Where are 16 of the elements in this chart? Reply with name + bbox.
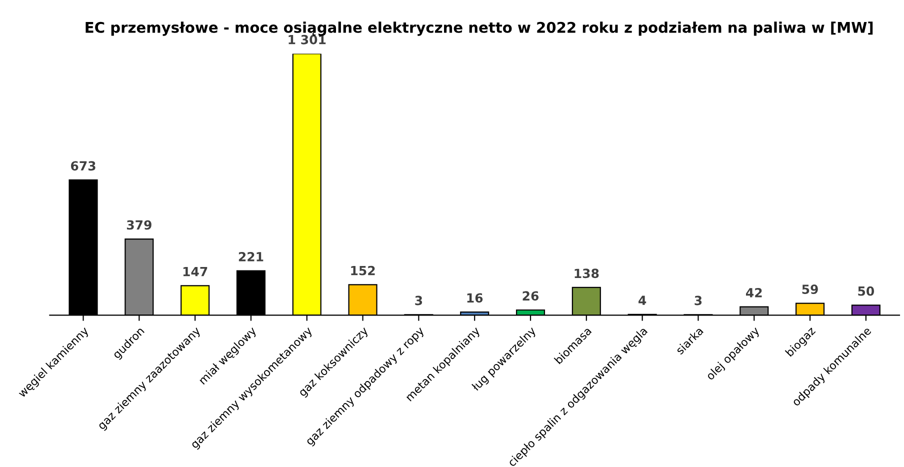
data-label: 147: [183, 267, 208, 276]
data-label: 1 301: [288, 34, 326, 44]
data-label: 3: [415, 296, 422, 306]
data-label: 138: [574, 268, 599, 278]
data-label: 16: [467, 293, 483, 303]
data-label: 221: [238, 252, 264, 262]
data-label: 26: [522, 291, 539, 301]
data-label: 59: [802, 284, 818, 294]
data-label: 4: [638, 296, 646, 305]
chart-title: EC przemysłowe - moce osiągalne elektryczne netto w 2022 roku z podziałem na paliwa w [MW]: [86, 22, 873, 36]
data-label: 673: [70, 161, 96, 171]
data-label: 152: [351, 266, 375, 276]
data-label: 42: [746, 288, 762, 298]
data-label: 379: [126, 220, 152, 230]
data-label: 50: [858, 286, 874, 296]
data-label: 3: [694, 296, 702, 306]
